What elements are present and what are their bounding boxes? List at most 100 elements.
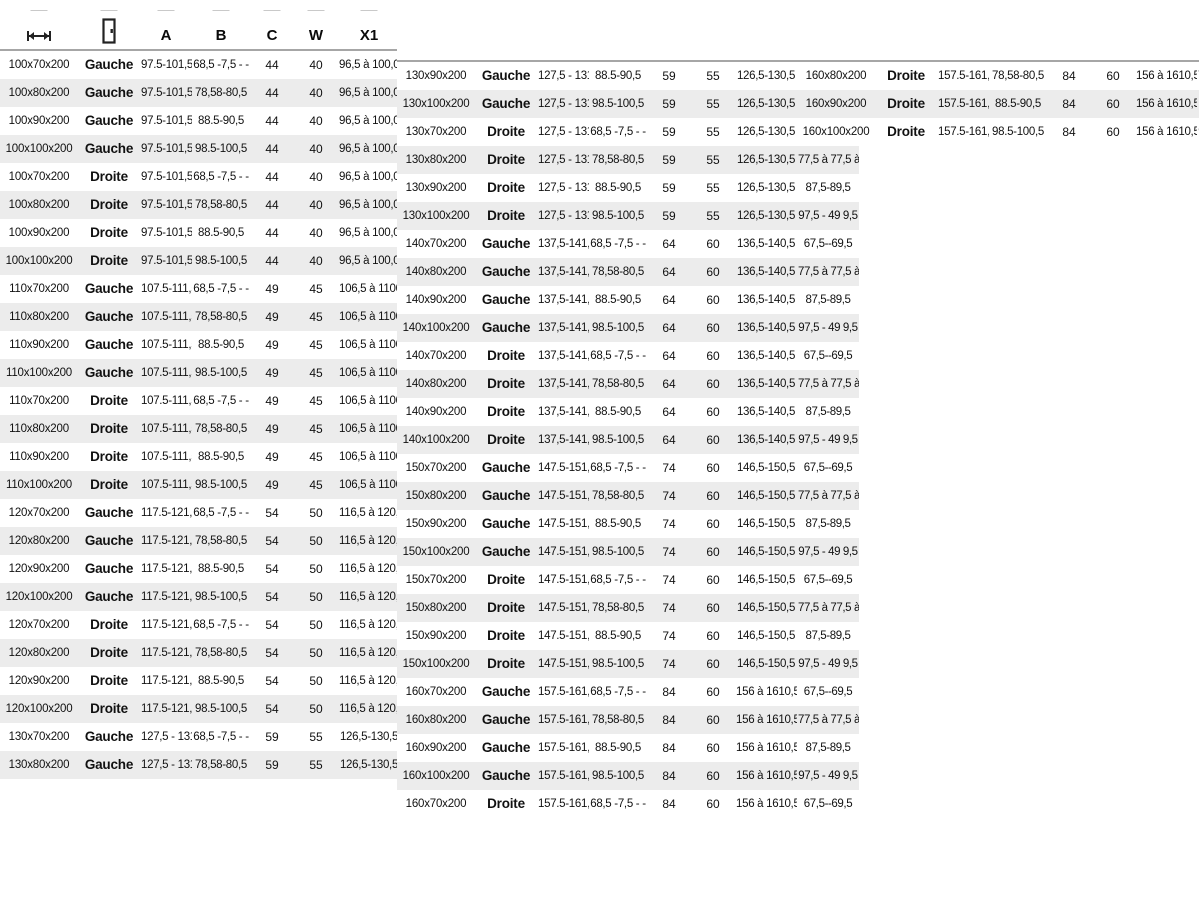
cell-x2: 87,5-89,5 — [805, 406, 851, 418]
cell-x2: 97,5 - 49 9,5 — [401, 591, 461, 603]
cell-w: 60 — [1106, 69, 1120, 83]
cell-a: 117.5-121,5 — [141, 591, 192, 603]
header-tick — [157, 10, 175, 11]
cell-size: 150x80x200 — [405, 490, 467, 502]
cell-x1: 96,5 à 100,0 — [339, 171, 400, 183]
cell-w: 50 — [309, 618, 323, 632]
cell-w: 45 — [309, 310, 323, 324]
cell-x1: 136,5-140,5 — [736, 434, 796, 446]
header-tick — [100, 10, 118, 11]
cell-side: Gauche — [481, 768, 531, 783]
cell-side: Gauche — [84, 589, 134, 604]
cell-size: 160x90x200 — [405, 742, 467, 754]
cell-b: 78,58-80,5 — [592, 714, 644, 726]
cell-b: 88.5-90,5 — [595, 742, 641, 754]
cell-size: 150x100x200 — [402, 658, 470, 670]
table-block-mid: 130x90x200 Gauche 127,5 - 131,5 88.5-90,5 59… — [397, 0, 859, 818]
cell-x1: 96,5 à 100,0 — [339, 199, 400, 211]
cell-x1: 126,5-130,5 — [736, 70, 796, 82]
table-row: 130x90x200 Droite 127,5 - 131,5 88.5-90,5 59… — [397, 174, 859, 202]
header-c-label: C — [266, 27, 278, 44]
header-w: W — [294, 0, 338, 51]
cell-b: 88.5-90,5 — [198, 227, 244, 239]
cell-x2: 97,5 - 49 9,5 — [798, 658, 858, 670]
cell-a: 107.5-111,5 — [141, 339, 192, 351]
cell-b: 98.5-100,5 — [195, 143, 247, 155]
cell-x1: 156 à 1610,5 — [736, 714, 797, 726]
cell-side: Gauche — [481, 292, 531, 307]
cell-c: 49 — [265, 366, 279, 380]
cell-a: 137,5-141,5 — [538, 322, 589, 334]
cell-size: 120x80x200 — [8, 535, 70, 547]
table-header-left: A B C W X1 X2 — [0, 0, 462, 51]
cell-c: 74 — [662, 629, 676, 643]
cell-w: 60 — [706, 265, 720, 279]
cell-a: 137,5-141,5 — [538, 238, 589, 250]
table-row: 160x100x200 Gauche 157.5-161,598.5-100,5 84… — [397, 762, 859, 790]
cell-x1: 156 à 1610,5 — [1136, 98, 1197, 110]
cell-x2: 77,5 à 77,5 à 79,5 — [401, 647, 462, 659]
cell-x1: 136,5-140,5 — [736, 294, 796, 306]
cell-x2: 67,5--69,5 — [803, 686, 853, 698]
cell-a: 147.5-151,5 — [538, 602, 589, 614]
cell-b: 98.5-100,5 — [992, 126, 1044, 138]
cell-side: Gauche — [84, 281, 134, 296]
cell-w: 55 — [706, 181, 720, 195]
cell-size: 150x80x200 — [405, 602, 467, 614]
cell-size: 130x70x200 — [8, 731, 70, 743]
cell-w: 55 — [706, 209, 720, 223]
cell-x1: 146,5-150,5 — [736, 546, 796, 558]
table-row: 160x80x200 Droite 157.5-161,578,58-80,5 84 6… — [797, 61, 1199, 90]
cell-w: 40 — [309, 198, 323, 212]
cell-a: 117.5-121,5 — [141, 563, 192, 575]
cell-x1: 136,5-140,5 — [736, 378, 796, 390]
cell-b: 98.5-100,5 — [592, 658, 644, 670]
cell-size: 150x70x200 — [405, 462, 467, 474]
cell-c: 84 — [662, 741, 676, 755]
cell-size: 100x100x200 — [5, 255, 73, 267]
header-c: C — [250, 0, 294, 51]
cell-w: 55 — [706, 125, 720, 139]
cell-w: 60 — [706, 629, 720, 643]
cell-size: 110x70x200 — [9, 283, 69, 295]
table-row: 110x80x200 Droite 107.5-111,5 78,58-80,5 49 4… — [0, 415, 462, 443]
table-row: 100x100x200 Gauche 97.5-101,5 98.5-100,5 44 4… — [0, 135, 462, 163]
cell-side: Droite — [90, 169, 128, 184]
dimension-table-right: 160x80x200Droite157.5-161,578,58-80,5846… — [797, 0, 1199, 146]
table-row: 120x100x200 Droite 117.5-121,598.5-100,5 54… — [0, 695, 462, 723]
cell-b: 88.5-90,5 — [198, 451, 244, 463]
cell-size: 160x100x200 — [402, 770, 470, 782]
cell-x1: 146,5-150,5 — [736, 658, 796, 670]
cell-w: 40 — [309, 86, 323, 100]
table-row: 130x80x200 Droite 127,5 - 131,578,58-80,5 5… — [397, 146, 859, 174]
cell-w: 45 — [309, 282, 323, 296]
table-block-right: 160x80x200Droite157.5-161,578,58-80,5846… — [797, 0, 1199, 146]
table-row: 140x80x200 Droite 137,5-141,578,58-80,5 64 6… — [397, 370, 859, 398]
cell-size: 140x90x200 — [405, 406, 467, 418]
cell-c: 84 — [1062, 69, 1076, 83]
cell-x1: 106,5 à 1100,5 — [339, 395, 400, 407]
cell-a: 127,5 - 131,5 — [141, 731, 192, 743]
cell-x2: 77,5 à 77,5 à 79,5 — [798, 378, 859, 390]
cell-size: 160x80x200 — [405, 714, 467, 726]
cell-side: Droite — [487, 376, 525, 391]
cell-w: 45 — [309, 450, 323, 464]
cell-x1: 126,5-130,5 — [736, 182, 796, 194]
cell-b: 78,58-80,5 — [195, 87, 247, 99]
cell-x2: 67,5--69,5 — [803, 798, 853, 810]
cell-a: 117.5-121,5 — [141, 507, 192, 519]
cell-b: 68,5 -7,5 - - — [590, 238, 646, 250]
cell-w: 40 — [309, 142, 323, 156]
cell-b: 98.5-100,5 — [592, 770, 644, 782]
cell-x2: 87,5-89,5 — [805, 742, 851, 754]
cell-b: 68,5 -7,5 - - — [193, 395, 249, 407]
cell-size: 160x70x200 — [405, 798, 467, 810]
header-size — [0, 0, 78, 51]
cell-a: 147.5-151,5 — [538, 630, 589, 642]
table-row: 120x70x200 Gauche 117.5-121,568,5 -7,5 - -… — [0, 499, 462, 527]
cell-x2: 67,5--69,5 — [406, 171, 456, 183]
cell-side: Gauche — [84, 141, 134, 156]
header-x1-label: X1 — [359, 27, 379, 44]
cell-c: 54 — [265, 702, 279, 716]
cell-c: 49 — [265, 422, 279, 436]
